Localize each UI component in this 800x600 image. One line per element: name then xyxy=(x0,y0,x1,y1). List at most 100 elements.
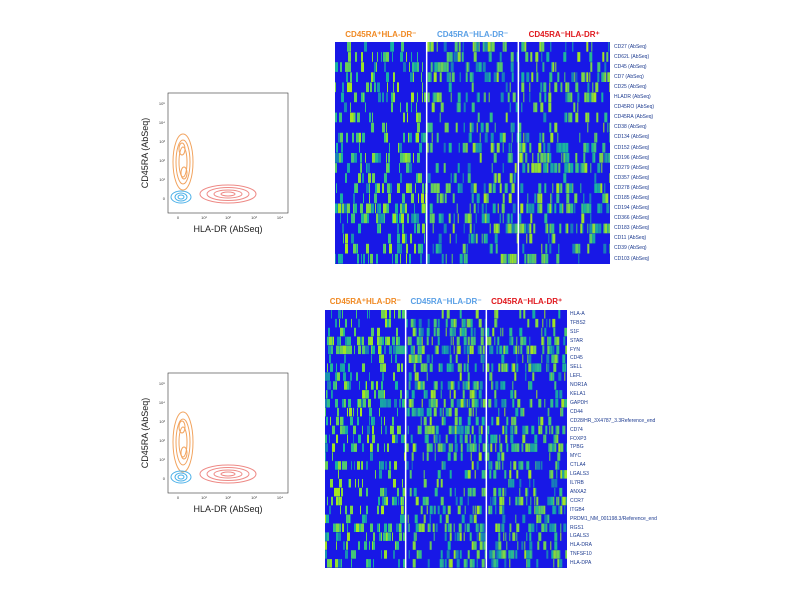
y-tick-label: 10³ xyxy=(159,419,165,424)
contour-orange-cluster xyxy=(178,420,186,434)
heatmap-row-label: CD27 (AbSeq) xyxy=(614,43,647,50)
heatmap-row-label: TFBS2 xyxy=(570,319,586,326)
heatmap-row-label: CD28/HR_3X4787_3.3Reference_end xyxy=(570,417,656,424)
contour-red-cluster xyxy=(206,467,250,481)
x-tick-label: 10³ xyxy=(251,215,257,220)
heatmap-row-label: CD45 (AbSeq) xyxy=(614,63,647,70)
y-tick-label: 10¹ xyxy=(159,177,165,182)
contour-orange-cluster xyxy=(172,411,194,473)
y-tick-label: 0 xyxy=(163,476,166,481)
y-tick-label: 10¹ xyxy=(159,457,165,462)
heatmap-row-label: NOR1A xyxy=(570,382,588,389)
contour-red-cluster xyxy=(220,471,236,477)
contour-clusters xyxy=(170,133,257,204)
heatmap-row-label: CD196 (AbSeq) xyxy=(614,154,650,161)
heatmap-row-label: RGS1 xyxy=(570,524,584,531)
contour-orange-cluster xyxy=(180,446,188,460)
heatmap-row-label: S1F xyxy=(570,328,580,335)
heatmap-row-label: CD194 (AbSeq) xyxy=(614,205,650,211)
heatmap-row-label: CD25 (AbSeq) xyxy=(614,83,647,90)
y-tick-label: 10⁴ xyxy=(159,120,165,125)
heatmap-row-label: IL7RB xyxy=(570,480,584,486)
x-axis-label: HLA-DR (AbSeq) xyxy=(193,224,262,234)
y-ticks: 0 10¹ 10² 10³ 10⁴ 10⁵ xyxy=(159,381,166,481)
heatmap-row-label: TPBG xyxy=(570,444,584,451)
contour-orange-cluster xyxy=(172,133,194,191)
heatmap-row-label: CD39 (AbSeq) xyxy=(614,245,647,252)
heatmap-row-label: HLA-DPA xyxy=(570,560,592,567)
heatmap-row-label: CD45RA (AbSeq) xyxy=(614,114,654,121)
heatmap-row-label: STAR xyxy=(570,337,583,344)
heatmap-row-label: FYN xyxy=(570,346,580,353)
group-label: CD45RA⁻HLA-DR⁻ xyxy=(410,297,482,306)
heatmap-row-label: CCR7 xyxy=(570,497,584,504)
heatmap-cells xyxy=(335,42,610,264)
x-tick-label: 10⁴ xyxy=(277,495,283,500)
x-tick-label: 10² xyxy=(225,495,231,500)
contour-red-cluster xyxy=(213,469,243,479)
heatmap-row-label: CD11 (AbSeq) xyxy=(614,235,647,242)
heatmap-row-label: MYC xyxy=(570,453,582,460)
x-tick-label: 10⁴ xyxy=(277,215,283,220)
heatmap-row-label: CD152 (AbSeq) xyxy=(614,144,650,151)
heatmap-row-label: CD74 xyxy=(570,426,583,433)
heatmap-row-label: CD44 xyxy=(570,408,583,415)
contour-orange-cluster xyxy=(175,139,191,185)
x-ticks: 0 10¹ 10² 10³ 10⁴ xyxy=(177,215,283,220)
heatmap-row-label: GAPDH xyxy=(570,399,588,406)
heatmap-row-label: FOXP3 xyxy=(570,435,587,442)
y-tick-label: 10³ xyxy=(159,139,165,144)
contour-blue-cluster xyxy=(177,194,185,200)
contour-orange-cluster xyxy=(180,166,188,180)
plot-frame xyxy=(167,92,289,214)
group-label: CD45RA⁻HLA-DR⁻ xyxy=(436,30,509,39)
x-tick-label: 10¹ xyxy=(201,495,207,500)
heatmap-row-label: HLA-A xyxy=(570,310,585,317)
heatmap-row-label: CD278 (AbSeq) xyxy=(614,184,650,191)
contour-blue-cluster xyxy=(170,470,192,484)
heatmap-row-label: HLADR (AbSeq) xyxy=(614,94,651,100)
heatmap-row-label: CD134 (AbSeq) xyxy=(614,134,650,141)
heatmap-row-label: ANXA2 xyxy=(570,488,587,495)
heatmap-row-label: TNFSF10 xyxy=(570,551,592,558)
contour-red-cluster xyxy=(206,187,250,201)
heatmap-row-label: HLA-DRA xyxy=(570,542,592,549)
group-label: CD45RA⁻HLA-DR⁺ xyxy=(528,30,600,39)
heatmap-row-label: CD357 (AbSeq) xyxy=(614,174,650,181)
heatmap-row-labels: CD27 (AbSeq) CD62L (AbSeq) CD45 (AbSeq) CD7… xyxy=(614,42,734,264)
contour-orange-cluster xyxy=(178,426,188,458)
heatmap-row-label: CD45 xyxy=(570,355,583,362)
heatmap-2 xyxy=(325,310,567,568)
heatmap-row-label: CD38 (AbSeq) xyxy=(614,124,647,131)
y-tick-label: 10⁴ xyxy=(159,400,165,405)
contour-plot-1: 0 10¹ 10² 10³ 10⁴ 0 10¹ 10² 10³ 10⁴ 10⁵ … xyxy=(130,85,300,240)
heatmap-row-label: CD103 (AbSeq) xyxy=(614,255,650,262)
contour-clusters xyxy=(170,411,257,484)
heatmap-group-header: CD45RA⁺HLA-DR⁻ CD45RA⁻HLA-DR⁻ CD45RA⁻HLA… xyxy=(325,297,567,311)
heatmap-row-label: CD62L (AbSeq) xyxy=(614,53,650,60)
heatmap-row-label: CD183 (AbSeq) xyxy=(614,225,650,232)
y-tick-label: 10² xyxy=(159,158,165,163)
heatmap-1 xyxy=(335,42,610,264)
heatmap-row-label: CD279 (AbSeq) xyxy=(614,164,650,171)
x-tick-label: 0 xyxy=(177,495,180,500)
heatmap-row-label: SELL xyxy=(570,364,583,371)
contour-orange-cluster xyxy=(178,142,186,156)
group-label: CD45RA⁺HLA-DR⁻ xyxy=(345,30,417,39)
group-label: CD45RA⁻HLA-DR⁺ xyxy=(491,297,563,306)
y-axis-label: CD45RA (AbSeq) xyxy=(140,398,150,469)
heatmap-row-label: LEFL xyxy=(570,373,582,380)
x-ticks: 0 10¹ 10² 10³ 10⁴ xyxy=(177,495,283,500)
contour-blue-cluster xyxy=(177,474,185,480)
heatmap-row-label: ITGB4 xyxy=(570,506,585,513)
heatmap-group-header: CD45RA⁺HLA-DR⁻ CD45RA⁻HLA-DR⁻ CD45RA⁻HLA… xyxy=(335,30,610,44)
group-label: CD45RA⁺HLA-DR⁻ xyxy=(329,297,401,306)
contour-red-cluster xyxy=(213,189,243,199)
heatmap-row-label: KELA1 xyxy=(570,391,586,397)
y-tick-label: 0 xyxy=(163,196,166,201)
heatmap-row-label: CD45RO (AbSeq) xyxy=(614,104,655,111)
contour-red-cluster xyxy=(199,464,257,484)
heatmap-row-label: LGALS3 xyxy=(570,533,589,540)
y-tick-label: 10⁵ xyxy=(159,381,165,386)
y-tick-label: 10² xyxy=(159,438,165,443)
